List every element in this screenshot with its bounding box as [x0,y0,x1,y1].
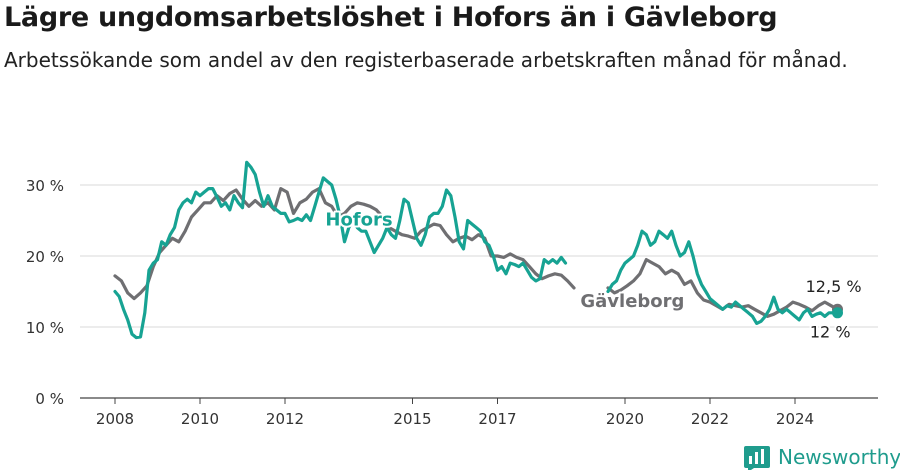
x-tick-label: 2024 [776,410,814,428]
end-label-hofors: 12 % [810,323,851,342]
end-label-gavleborg: 12,5 % [806,277,862,296]
x-tick-label: 2012 [266,410,304,428]
y-tick-label: 10 % [26,319,64,337]
series-line-hofors [606,229,840,325]
x-tick-label: 2010 [181,410,219,428]
series-label-gavleborg: Gävleborg [580,291,684,312]
x-tick-label: 2008 [96,410,134,428]
newsworthy-logo-text: Newsworthy [778,445,900,469]
newsworthy-logo: Newsworthy [744,442,900,472]
newsworthy-logo-icon [744,446,770,470]
x-tick-label: 2017 [478,410,516,428]
x-tick-label: 2022 [691,410,729,428]
x-tick-label: 2015 [393,410,431,428]
chart-title: Lägre ungdomsarbetslöshet i Hofors än i … [4,2,778,33]
y-tick-label: 30 % [26,177,64,195]
series-line-hofors [113,160,568,340]
series-line-g-vleborg [113,187,576,301]
end-point-hofors [832,307,843,319]
series-label-hofors: Hofors [325,209,392,230]
chart-subtitle: Arbetssökande som andel av den registerb… [4,48,848,72]
x-tick-label: 2020 [606,410,644,428]
y-tick-label: 0 % [35,390,64,408]
y-tick-label: 20 % [26,248,64,266]
